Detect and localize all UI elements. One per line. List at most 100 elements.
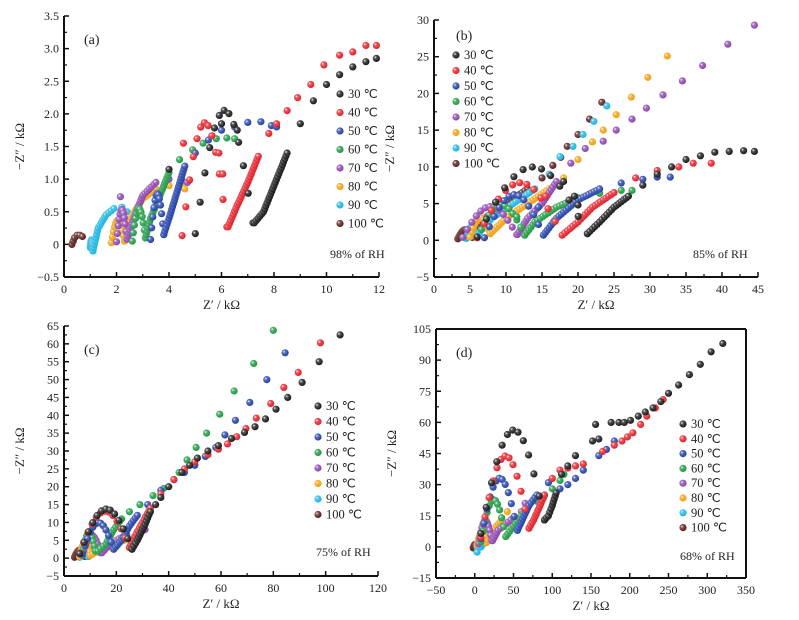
x-tick-label: 0: [61, 282, 67, 296]
data-point: [500, 523, 508, 531]
legend-item: 80 ℃: [314, 477, 356, 491]
data-point: [628, 186, 636, 194]
data-point: [246, 398, 254, 406]
y-tick-label: 60: [47, 337, 59, 351]
data-point: [133, 511, 141, 519]
data-point: [108, 233, 116, 241]
plot-area: [469, 339, 727, 556]
data-point: [372, 41, 380, 50]
data-point: [149, 213, 157, 221]
data-point: [155, 195, 163, 203]
data-point: [528, 163, 536, 171]
data-point: [641, 408, 649, 416]
data-point: [477, 529, 485, 538]
x-tick-label: 0: [61, 581, 67, 595]
data-point: [612, 126, 620, 134]
axes: −50 0 50 100 150 200 250 300 350 −15 0 15 30 45 60 75 90…: [384, 322, 755, 613]
data-point: [121, 220, 129, 228]
legend-marker: [679, 464, 687, 472]
y-tick-label: 5: [53, 533, 59, 547]
plot-area: [70, 326, 344, 561]
legend-label: 90 ℃: [348, 198, 378, 212]
series-40C: [178, 41, 380, 240]
legend-label: 70 ℃: [348, 161, 378, 175]
data-point: [682, 155, 690, 164]
data-point: [513, 213, 521, 221]
data-point: [129, 229, 137, 237]
x-tick-label: 12: [373, 282, 385, 296]
legend-marker: [314, 433, 322, 441]
y-tick-label: 45: [47, 390, 59, 404]
data-point: [78, 232, 86, 241]
y-axis-title: −Z″ / kΩ: [384, 430, 399, 477]
y-tick-label: 1.0: [44, 172, 59, 186]
legend-label: 30 ℃: [464, 48, 494, 62]
data-point: [76, 550, 84, 558]
data-point: [107, 538, 115, 546]
legend-item: 80 ℃: [679, 491, 721, 505]
data-point: [689, 159, 697, 167]
legend-item: 100 ℃: [314, 508, 362, 522]
data-point: [193, 135, 201, 143]
data-point: [557, 470, 566, 478]
y-tick-label: 10: [417, 160, 429, 174]
legend-item: 50 ℃: [336, 124, 378, 138]
data-point: [505, 454, 513, 462]
legend-item: 100 ℃: [679, 521, 727, 535]
data-point: [320, 61, 328, 69]
y-tick-label: 40: [47, 408, 59, 422]
series-60C: [78, 326, 277, 559]
data-point: [588, 138, 597, 146]
legend-marker: [452, 159, 460, 168]
data-point: [530, 185, 538, 194]
data-point: [294, 94, 302, 102]
data-point: [503, 508, 511, 516]
x-tick-label: −50: [427, 583, 446, 597]
data-point: [115, 516, 123, 524]
data-point: [215, 149, 223, 157]
data-point: [165, 483, 173, 491]
legend-item: 60 ℃: [679, 461, 721, 475]
y-tick-label: 30: [417, 13, 429, 27]
data-point: [696, 152, 705, 160]
data-point: [657, 398, 665, 406]
x-tick-label: 20: [572, 282, 584, 296]
legend-marker: [336, 201, 344, 209]
legend-label: 30 ℃: [326, 399, 356, 413]
data-point: [219, 170, 227, 178]
data-point: [542, 192, 550, 200]
legend-label: 90 ℃: [464, 141, 494, 155]
data-point: [501, 184, 509, 192]
legend-marker: [314, 495, 322, 503]
legend-item: 70 ℃: [314, 461, 356, 475]
data-point: [516, 179, 524, 187]
data-point: [186, 176, 194, 184]
data-point: [556, 153, 564, 161]
data-point: [93, 511, 101, 520]
data-point: [620, 418, 628, 426]
data-point: [179, 139, 187, 147]
data-point: [547, 172, 555, 180]
data-point: [668, 163, 676, 171]
legend-item: 70 ℃: [336, 161, 378, 175]
data-point: [523, 180, 531, 188]
data-point: [628, 115, 636, 123]
data-point: [521, 505, 529, 513]
series-30C: [477, 339, 727, 538]
panel-c: 0 20 40 60 80 100 120−505101520253035404550556…: [12, 319, 387, 611]
data-point: [281, 349, 289, 357]
axes: 0 20 40 60 80 100 120−505101520253035404550556…: [12, 319, 387, 611]
data-point: [463, 225, 471, 234]
y-tick-label: 0: [53, 551, 59, 565]
data-point: [119, 525, 127, 533]
data-point: [296, 120, 304, 128]
legend-item: 40 ℃: [336, 106, 378, 120]
data-point: [485, 493, 493, 502]
y-tick-label: 0: [53, 237, 59, 251]
x-tick-label: 100: [543, 583, 561, 597]
data-point: [519, 437, 527, 445]
data-point: [505, 205, 513, 213]
data-point: [707, 348, 715, 356]
legend-item: 90 ℃: [336, 198, 378, 212]
